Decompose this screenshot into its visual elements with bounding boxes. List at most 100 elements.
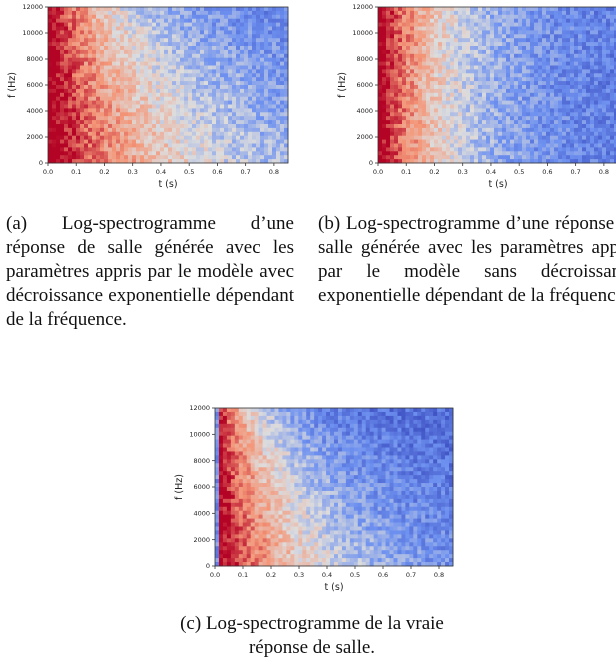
heatmap-cell <box>562 49 567 55</box>
heatmap-cell <box>120 81 125 86</box>
heatmap-cell <box>136 92 141 98</box>
heatmap-cell <box>248 26 253 31</box>
heatmap-cell <box>180 104 185 109</box>
heatmap-cell <box>438 73 443 78</box>
heatmap-cell <box>264 104 269 109</box>
heatmap-cell <box>180 139 185 144</box>
heatmap-cell <box>558 151 563 156</box>
heatmap-cell <box>144 155 149 160</box>
heatmap-cell <box>176 30 181 35</box>
heatmap-cell <box>386 88 391 94</box>
heatmap-cell <box>68 69 73 74</box>
heatmap-cell <box>458 124 463 129</box>
heatmap-cell <box>188 10 193 16</box>
heatmap-cell <box>256 53 261 59</box>
heatmap-cell <box>144 61 149 66</box>
heatmap-cell <box>590 14 595 20</box>
heatmap-cell <box>578 57 583 62</box>
heatmap-cell <box>80 116 85 121</box>
heatmap-cell <box>56 143 61 148</box>
heatmap-cell <box>76 135 81 140</box>
heatmap-cell <box>586 131 591 137</box>
heatmap-cell <box>494 30 499 35</box>
heatmap-cell <box>514 65 519 70</box>
heatmap-cell <box>256 10 261 16</box>
heatmap-cell <box>470 116 475 121</box>
heatmap-cell <box>64 147 69 152</box>
heatmap-cell <box>248 131 253 137</box>
heatmap-cell <box>172 159 177 164</box>
heatmap-cell <box>148 10 153 16</box>
heatmap-cell <box>482 57 487 62</box>
heatmap-cell <box>426 18 431 23</box>
heatmap-cell <box>610 34 615 39</box>
heatmap-cell <box>256 151 261 156</box>
heatmap-cell <box>378 112 383 117</box>
heatmap-cell <box>64 143 69 148</box>
heatmap-cell <box>590 127 595 133</box>
heatmap-cell <box>546 53 551 59</box>
heatmap-cell <box>248 7 253 12</box>
heatmap-cell <box>394 88 399 94</box>
heatmap-cell <box>100 155 105 160</box>
heatmap-cell <box>160 88 165 94</box>
heatmap-cell <box>248 147 253 152</box>
heatmap-cell <box>570 69 575 74</box>
heatmap-cell <box>248 96 253 101</box>
heatmap-cell <box>180 159 185 164</box>
heatmap-cell <box>534 69 539 74</box>
heatmap-cell <box>418 57 423 62</box>
heatmap-cell <box>410 127 415 133</box>
heatmap-cell <box>248 10 253 16</box>
heatmap-cell <box>236 127 241 133</box>
heatmap-cell <box>542 131 547 137</box>
heatmap-cell <box>582 159 587 164</box>
heatmap-cell <box>248 100 253 105</box>
heatmap-cell <box>430 135 435 140</box>
heatmap-cell <box>216 96 221 101</box>
heatmap-cell <box>212 65 217 70</box>
heatmap-cell <box>522 159 527 164</box>
heatmap-cell <box>534 77 539 82</box>
heatmap-cell <box>546 46 551 51</box>
heatmap-cell <box>494 22 499 27</box>
heatmap-cell <box>422 14 427 20</box>
heatmap-cell <box>602 85 607 90</box>
heatmap-cell <box>582 26 587 31</box>
heatmap-cell <box>60 26 65 31</box>
heatmap-cell <box>244 159 249 164</box>
heatmap-cell <box>48 65 53 70</box>
heatmap-cell <box>222 550 228 555</box>
heatmap-cell <box>442 61 447 66</box>
heatmap-cell <box>260 38 265 43</box>
heatmap-cell <box>498 18 503 23</box>
heatmap-cell <box>184 135 189 140</box>
heatmap-cell <box>442 104 447 109</box>
heatmap-cell <box>570 22 575 27</box>
heatmap-cell <box>116 151 121 156</box>
heatmap-cell <box>268 34 273 39</box>
heatmap-cell <box>80 61 85 66</box>
heatmap-cell <box>490 61 495 66</box>
heatmap-cell <box>228 77 233 82</box>
heatmap-cell <box>390 116 395 121</box>
heatmap-cell <box>188 34 193 39</box>
heatmap-cell <box>152 88 157 94</box>
heatmap-cell <box>582 46 587 51</box>
heatmap-cell <box>80 88 85 94</box>
heatmap-cell <box>570 151 575 156</box>
heatmap-cell <box>216 147 221 152</box>
heatmap-cell <box>208 131 213 137</box>
heatmap-cell <box>92 139 97 144</box>
heatmap-cell <box>566 112 571 117</box>
heatmap-cell <box>546 18 551 23</box>
heatmap-cell <box>382 104 387 109</box>
heatmap-cell <box>60 18 65 23</box>
heatmap-cell <box>586 100 591 105</box>
heatmap-cell <box>76 7 81 12</box>
heatmap-cell <box>458 147 463 152</box>
heatmap-cell <box>414 53 419 59</box>
heatmap-cell <box>426 135 431 140</box>
heatmap-cell <box>276 124 281 129</box>
heatmap-cell <box>378 7 383 12</box>
